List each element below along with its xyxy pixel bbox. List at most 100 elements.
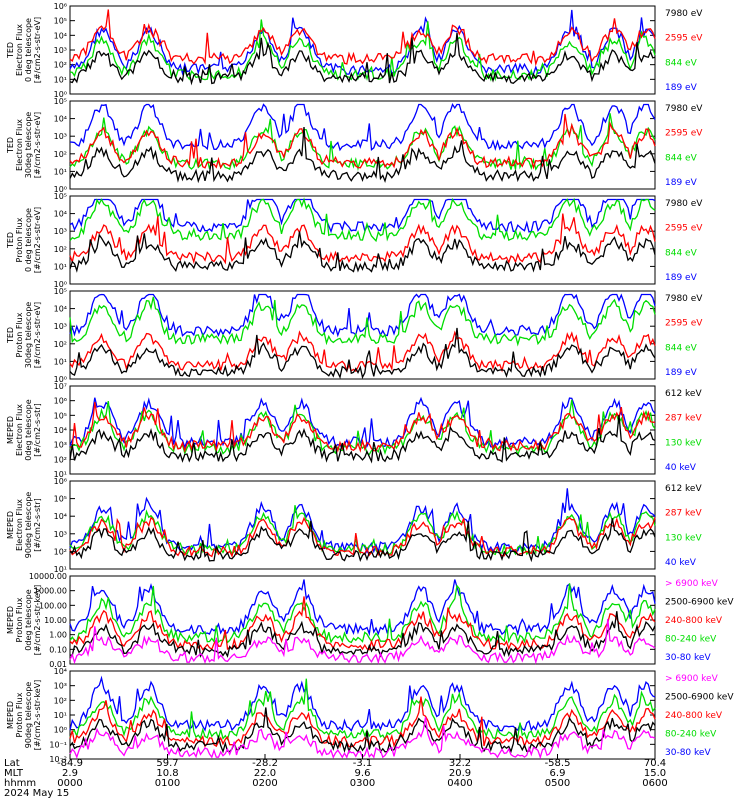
y-tick-label: 10³: [54, 227, 67, 236]
series-trace: [69, 396, 656, 450]
y-axis-label: MEPEDElectron Flux0deg telescope[#/cm2-s…: [6, 399, 42, 460]
legend-entry: 844 eV: [665, 248, 698, 258]
legend-entry: 2595 eV: [665, 34, 703, 44]
legend-entry: 189 eV: [665, 273, 698, 283]
series-trace: [69, 611, 656, 658]
series-trace: [69, 127, 656, 184]
legend-entry: 130 keV: [665, 438, 702, 448]
y-tick-label: 10⁻¹: [49, 740, 67, 749]
x-axis-label-lat: Lat: [4, 758, 20, 769]
x-axis-date: 2024 May 15: [4, 788, 69, 799]
series-trace: [69, 327, 656, 380]
panel-frame: [69, 290, 656, 380]
series-trace: [69, 707, 656, 755]
y-tick-label: 10¹: [54, 711, 67, 720]
panel-meped-proton-90deg: 10⁴ 10³ 10² 10¹ 10⁰ 10⁻¹ 10⁻² MEPEDProton Flux9…: [6, 667, 734, 764]
series-trace: [69, 579, 656, 637]
x-tick-label-hhmm: 0300: [350, 778, 375, 789]
y-tick-label: 10²: [54, 245, 67, 254]
panel-frame: [69, 100, 656, 190]
y-tick-label: 10¹: [54, 565, 67, 574]
y-tick-label: 10³: [54, 682, 67, 691]
x-tick-label-lat: -28.2: [252, 758, 278, 769]
panel-meped-proton-0deg: 10000.00 1000.00 100.00 10.00 1.00 0.10 0.01 ME…: [6, 572, 734, 669]
series-trace: [69, 401, 656, 453]
panel-frame: [69, 670, 656, 760]
panel-frame: [69, 575, 656, 665]
legend-entry: 287 keV: [665, 414, 702, 424]
x-tick-label-lat: -84.9: [57, 758, 83, 769]
y-axis-label: MEPEDElectron Flux90deg telescope[#/cm2-…: [6, 492, 42, 559]
x-tick-label-mlt: 20.9: [449, 768, 471, 779]
y-tick-label: 10¹: [54, 262, 67, 271]
y-tick-label: 10³: [54, 46, 67, 55]
y-tick-label: 10⁰: [54, 726, 67, 735]
y-tick-label: 10³: [54, 441, 67, 450]
legend-entry: > 6900 keV: [665, 579, 719, 589]
legend-entry: 240-800 keV: [665, 711, 723, 721]
x-tick-label-mlt: 6.9: [550, 768, 566, 779]
series-trace: [69, 9, 656, 76]
series-trace: [69, 113, 656, 170]
x-tick-label-hhmm: 0400: [447, 778, 472, 789]
y-tick-label: 10²: [54, 150, 67, 159]
y-tick-label: 10⁶: [54, 397, 67, 406]
series-trace: [69, 19, 656, 82]
series-trace: [69, 9, 656, 67]
x-tick-label-hhmm: 0000: [57, 778, 82, 789]
legend-entry: 2595 eV: [665, 129, 703, 139]
legend-entry: 7980 eV: [665, 199, 703, 209]
series-trace: [69, 293, 656, 338]
series-trace: [69, 678, 656, 741]
legend-entry: 7980 eV: [665, 104, 703, 114]
x-tick-label-hhmm: 0100: [155, 778, 180, 789]
y-tick-label: 10.00: [44, 616, 67, 625]
y-tick-label: 100.00: [39, 601, 67, 610]
y-axis-label: MEPEDProton Flux90deg telescope[#/cm2-s-…: [6, 680, 42, 751]
y-tick-label: 10000.00: [29, 572, 67, 581]
series-trace: [69, 399, 656, 457]
legend-entry: > 6900 keV: [665, 674, 719, 684]
panel-ted-proton-0deg: 10⁵ 10⁴ 10³ 10² 10¹ 10⁰ TEDProton Flux0 deg te…: [6, 192, 703, 289]
legend-entry: 189 eV: [665, 83, 698, 93]
legend-entry: 130 keV: [665, 533, 702, 543]
y-tick-label: 10²: [54, 340, 67, 349]
panels-group: 10⁶ 10⁵ 10⁴ 10³ 10² 10¹ 10⁰ TEDElectron Flux0 d…: [6, 2, 734, 764]
legend-entry: 612 keV: [665, 389, 702, 399]
y-tick-label: 10⁴: [54, 305, 67, 314]
legend-entry: 80-240 keV: [665, 635, 717, 645]
legend-entry: 80-240 keV: [665, 730, 717, 740]
y-tick-label: 10⁰: [54, 90, 67, 99]
y-tick-label: 10⁰: [54, 280, 67, 289]
legend-entry: 844 eV: [665, 58, 698, 68]
y-tick-label: 10³: [54, 322, 67, 331]
y-tick-label: 10⁴: [54, 31, 67, 40]
legend-entry: 2595 eV: [665, 319, 703, 329]
y-tick-label: 10⁷: [54, 382, 67, 391]
x-tick-label-mlt: 2.9: [62, 768, 78, 779]
x-tick-label-mlt: 15.0: [644, 768, 666, 779]
panel-ted-electron-30deg: 10⁵ 10⁴ 10³ 10² 10¹ 10⁰ TEDElectron Flux30deg …: [6, 97, 703, 194]
y-tick-label: 10⁴: [54, 115, 67, 124]
y-axis-label: MEPEDProton Flux0deg telescope[#/cm2-s-s…: [6, 585, 42, 656]
x-tick-label-hhmm: 0600: [642, 778, 667, 789]
series-trace: [69, 197, 656, 243]
y-tick-label: 10¹: [54, 167, 67, 176]
series-trace: [69, 596, 656, 651]
legend-entry: 2500-6900 keV: [665, 598, 734, 608]
series-trace: [69, 103, 656, 152]
x-tick-label-mlt: 22.0: [254, 768, 276, 779]
x-tick-label-lat: 70.4: [644, 758, 666, 769]
y-tick-label: 1.00: [49, 631, 67, 640]
series-trace: [69, 505, 656, 556]
legend-entry: 30-80 keV: [665, 653, 711, 663]
y-tick-label: 10²: [54, 696, 67, 705]
panel-frame: [69, 5, 656, 95]
x-axis-label-mlt: MLT: [4, 768, 24, 779]
series-trace: [69, 198, 656, 234]
panel-ted-electron-0deg: 10⁶ 10⁵ 10⁴ 10³ 10² 10¹ 10⁰ TEDElectron Flux0 d…: [6, 2, 703, 99]
y-tick-label: 0.10: [49, 645, 67, 654]
y-tick-label: 10³: [54, 530, 67, 539]
series-trace: [69, 296, 656, 347]
